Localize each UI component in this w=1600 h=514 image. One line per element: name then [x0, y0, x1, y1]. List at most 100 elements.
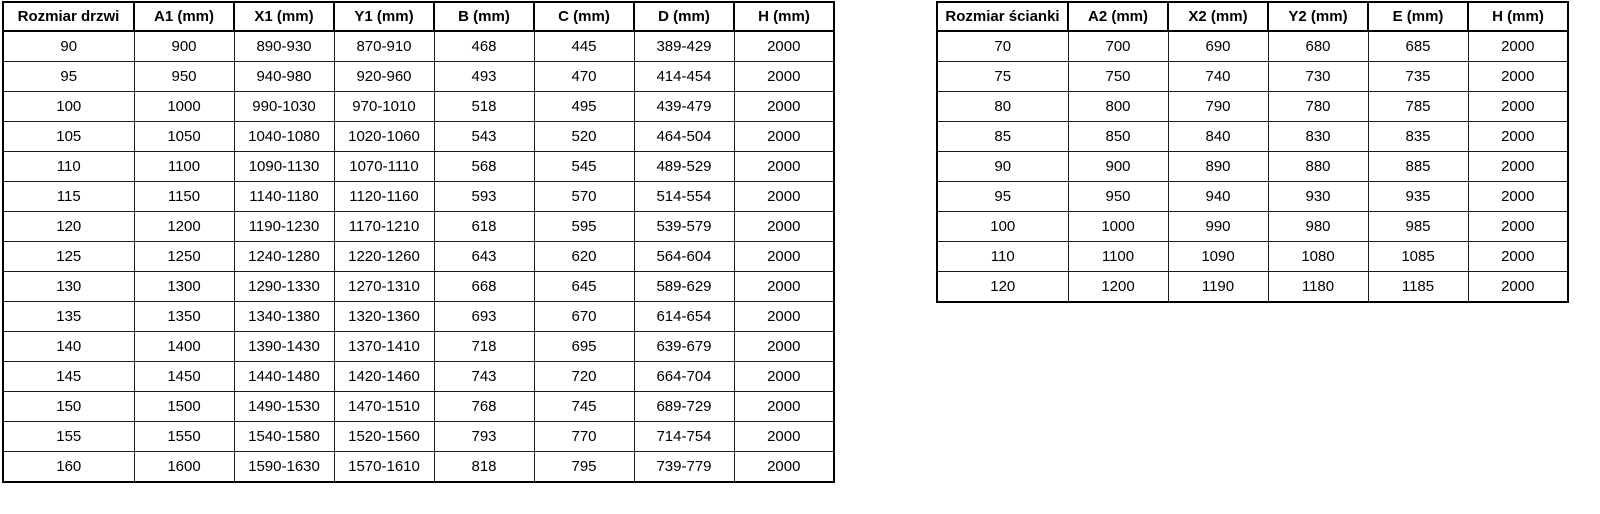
table-cell: 95	[936, 181, 1069, 212]
table-cell: 745	[533, 391, 635, 422]
table-cell: 90	[936, 151, 1069, 182]
table-cell: 614-654	[633, 301, 735, 332]
table-cell: 2000	[1467, 121, 1569, 152]
table-row: 95 950 940 930 935 2000	[936, 181, 1569, 212]
table-cell: 1390-1430	[233, 331, 335, 362]
table-cell: 2000	[733, 391, 835, 422]
table-cell: 1070-1110	[333, 151, 435, 182]
table-cell: 145	[2, 361, 135, 392]
table-cell: 980	[1267, 211, 1369, 242]
table-cell: 1550	[133, 421, 235, 452]
table-row: 100 1000 990-1030 970-1010 518 495 439-479 2000	[2, 91, 835, 122]
table-cell: 718	[433, 331, 535, 362]
table-cell: 818	[433, 451, 535, 483]
table-cell: 990-1030	[233, 91, 335, 122]
table-cell: 445	[533, 30, 635, 62]
table-row: 115 1150 1140-1180 1120-1160 593 570 514-554 20…	[2, 181, 835, 212]
table-cell: 1080	[1267, 241, 1369, 272]
table-cell: 985	[1367, 211, 1469, 242]
table-cell: 2000	[733, 91, 835, 122]
table-row: 70 700 690 680 685 2000	[936, 30, 1569, 62]
table-cell: 150	[2, 391, 135, 422]
table-cell: 105	[2, 121, 135, 152]
table-cell: 1090-1130	[233, 151, 335, 182]
table-cell: 870-910	[333, 30, 435, 62]
table-cell: 1320-1360	[333, 301, 435, 332]
table-cell: 2000	[733, 241, 835, 272]
table-cell: 795	[533, 451, 635, 483]
table-cell: 2000	[1467, 30, 1569, 62]
table-cell: 620	[533, 241, 635, 272]
table-cell: 2000	[1467, 151, 1569, 182]
table-cell: 414-454	[633, 61, 735, 92]
table-cell: 835	[1367, 121, 1469, 152]
table-cell: 2000	[733, 451, 835, 483]
column-header: A1 (mm)	[133, 1, 235, 32]
table-cell: 130	[2, 271, 135, 302]
table-cell: 2000	[733, 211, 835, 242]
table-cell: 595	[533, 211, 635, 242]
door-size-table: Rozmiar drzwi A1 (mm) X1 (mm) Y1 (mm) B (mm)…	[2, 1, 835, 483]
table-cell: 668	[433, 271, 535, 302]
table-cell: 160	[2, 451, 135, 483]
table-cell: 690	[1167, 30, 1269, 62]
table-cell: 1490-1530	[233, 391, 335, 422]
table-cell: 830	[1267, 121, 1369, 152]
table-cell: 90	[2, 30, 135, 62]
column-header: Y1 (mm)	[333, 1, 435, 32]
table-cell: 1000	[1067, 211, 1169, 242]
table-cell: 495	[533, 91, 635, 122]
table-cell: 2000	[733, 361, 835, 392]
table-row: 110 1100 1090-1130 1070-1110 568 545 489-529 20…	[2, 151, 835, 182]
table-cell: 720	[533, 361, 635, 392]
table-cell: 1100	[1067, 241, 1169, 272]
table-cell: 520	[533, 121, 635, 152]
table-cell: 950	[1067, 181, 1169, 212]
table-cell: 464-504	[633, 121, 735, 152]
table-cell: 1370-1410	[333, 331, 435, 362]
table-row: 95 950 940-980 920-960 493 470 414-454 2000	[2, 61, 835, 92]
table-row: 120 1200 1190 1180 1185 2000	[936, 271, 1569, 303]
table-cell: 570	[533, 181, 635, 212]
table-cell: 735	[1367, 61, 1469, 92]
table-cell: 643	[433, 241, 535, 272]
table-cell: 1420-1460	[333, 361, 435, 392]
table-cell: 768	[433, 391, 535, 422]
table-row: 80 800 790 780 785 2000	[936, 91, 1569, 122]
column-header: E (mm)	[1367, 1, 1469, 32]
table-cell: 543	[433, 121, 535, 152]
table-cell: 1250	[133, 241, 235, 272]
table-cell: 2000	[733, 30, 835, 62]
column-header: B (mm)	[433, 1, 535, 32]
table-cell: 1290-1330	[233, 271, 335, 302]
table-cell: 970-1010	[333, 91, 435, 122]
table-cell: 2000	[733, 301, 835, 332]
table-cell: 1350	[133, 301, 235, 332]
table-cell: 593	[433, 181, 535, 212]
table-cell: 120	[2, 211, 135, 242]
table-cell: 740	[1167, 61, 1269, 92]
table-row: 105 1050 1040-1080 1020-1060 543 520 464-504 20…	[2, 121, 835, 152]
table-cell: 389-429	[633, 30, 735, 62]
table-cell: 890-930	[233, 30, 335, 62]
column-header: Rozmiar drzwi	[2, 1, 135, 32]
table-cell: 750	[1067, 61, 1169, 92]
table-row: 85 850 840 830 835 2000	[936, 121, 1569, 152]
table-cell: 785	[1367, 91, 1469, 122]
table-row: 130 1300 1290-1330 1270-1310 668 645 589-629 20…	[2, 271, 835, 302]
table-cell: 2000	[733, 421, 835, 452]
table-cell: 2000	[733, 151, 835, 182]
table-row: 145 1450 1440-1480 1420-1460 743 720 664-704 20…	[2, 361, 835, 392]
table-row: 150 1500 1490-1530 1470-1510 768 745 689-729 20…	[2, 391, 835, 422]
table-cell: 1590-1630	[233, 451, 335, 483]
table-cell: 100	[2, 91, 135, 122]
table-cell: 700	[1067, 30, 1169, 62]
table-cell: 664-704	[633, 361, 735, 392]
table-row: 90 900 890-930 870-910 468 445 389-429 2000	[2, 30, 835, 62]
table-cell: 800	[1067, 91, 1169, 122]
table-row: 155 1550 1540-1580 1520-1560 793 770 714-754 20…	[2, 421, 835, 452]
table-cell: 950	[133, 61, 235, 92]
table-cell: 1040-1080	[233, 121, 335, 152]
table-cell: 2000	[1467, 61, 1569, 92]
